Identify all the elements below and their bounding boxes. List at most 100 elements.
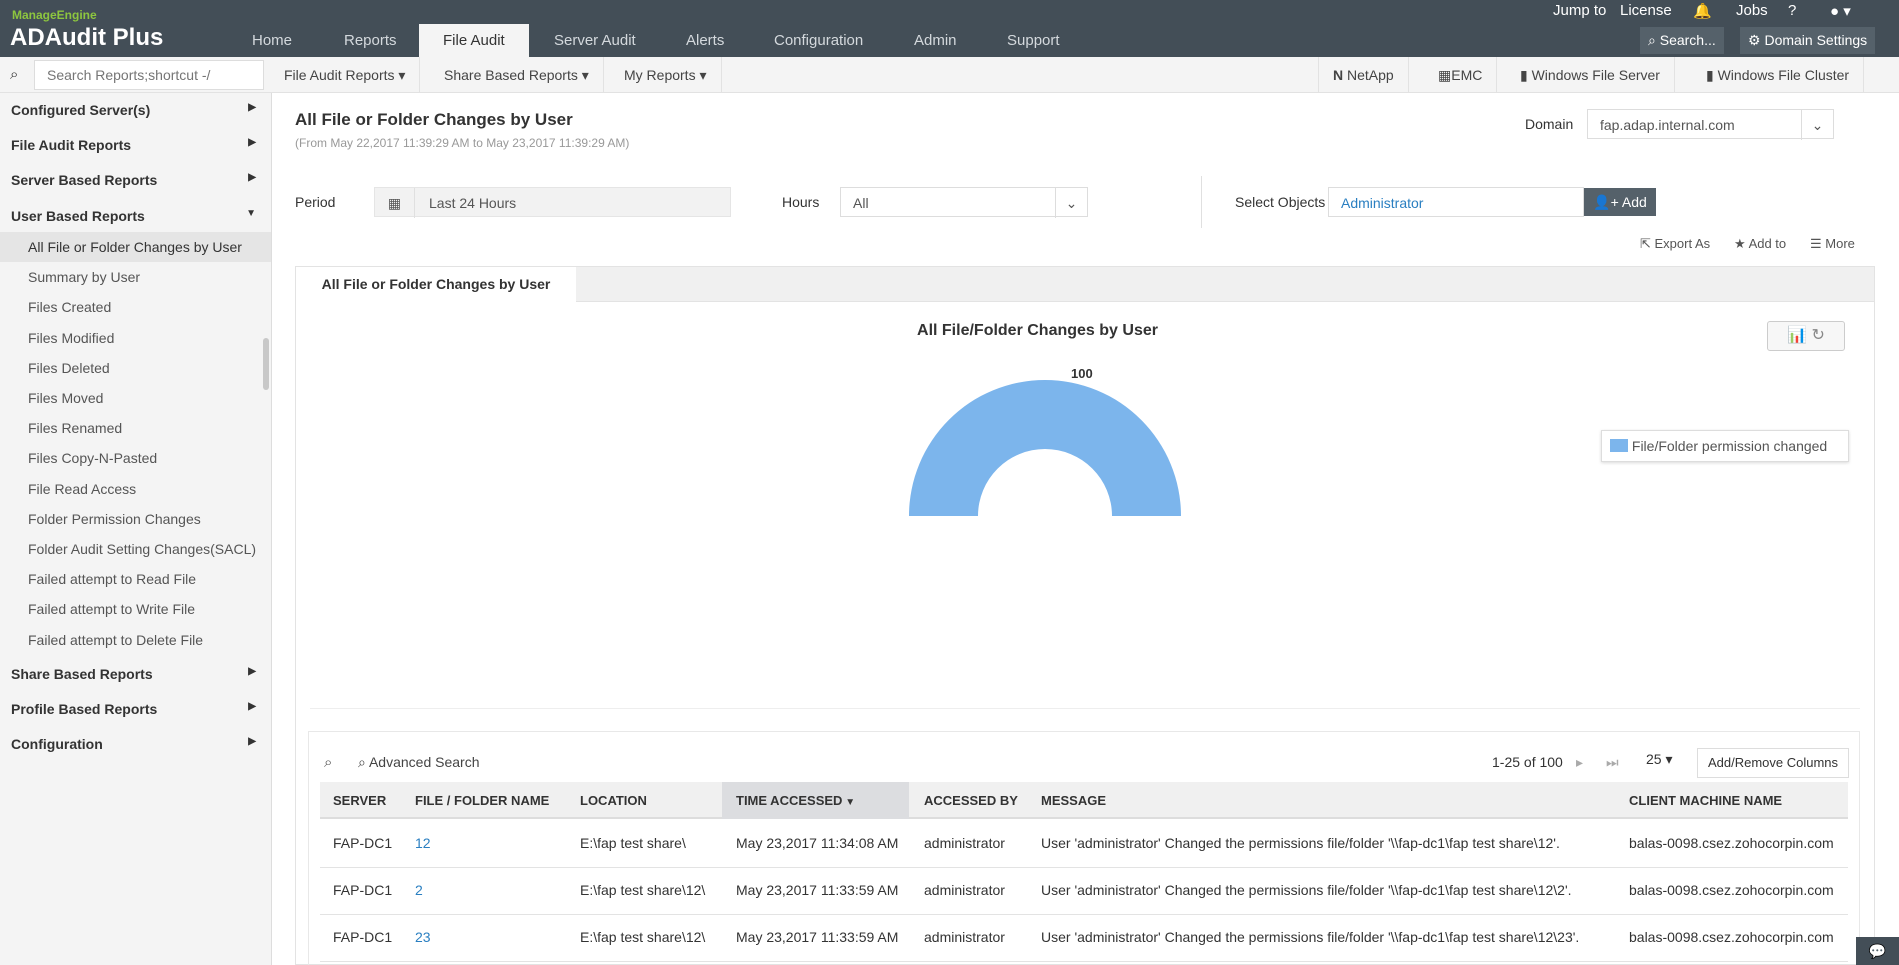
table-cell: May 23,2017 11:33:59 AM bbox=[736, 929, 899, 945]
netapp-button[interactable]: N NetApp bbox=[1318, 57, 1409, 93]
table-cell: FAP-DC1 bbox=[333, 835, 393, 851]
chat-icon[interactable]: 💬 bbox=[1856, 937, 1899, 965]
share-based-reports-menu[interactable]: Share Based Reports ▾ bbox=[430, 57, 604, 93]
column-header[interactable]: FILE / FOLDER NAME bbox=[415, 793, 550, 808]
more-icon: ☰ bbox=[1810, 236, 1826, 251]
column-header[interactable]: SERVER bbox=[333, 793, 387, 808]
tab-server-audit[interactable]: Server Audit bbox=[554, 32, 636, 49]
tab-report[interactable]: All File or Folder Changes by User bbox=[296, 267, 576, 302]
tab-file-audit[interactable]: File Audit bbox=[419, 24, 529, 57]
file-audit-reports-menu[interactable]: File Audit Reports ▾ bbox=[270, 57, 421, 93]
add-to-button[interactable]: ★ Add to bbox=[1734, 236, 1787, 251]
bell-icon[interactable]: 🔔 bbox=[1693, 3, 1712, 20]
period-label: Period bbox=[295, 194, 336, 210]
help-link[interactable]: ? bbox=[1788, 2, 1797, 19]
chart-type-icon[interactable]: 📊 bbox=[1787, 327, 1808, 344]
table-cell: balas-0098.csez.zohocorpin.com bbox=[1629, 882, 1834, 898]
selected-object-field[interactable]: Administrator bbox=[1328, 187, 1584, 217]
legend-swatch bbox=[1610, 439, 1628, 452]
add-object-button[interactable]: 👤+ Add bbox=[1584, 188, 1656, 216]
table-cell: E:\fap test share\12\ bbox=[580, 929, 706, 945]
report-search-input[interactable] bbox=[34, 60, 264, 90]
hours-select[interactable]: All ⌄ bbox=[840, 187, 1088, 218]
windows-file-cluster-button[interactable]: ▮ Windows File Cluster bbox=[1692, 57, 1865, 93]
column-header[interactable]: TIME ACCESSED ▼ bbox=[736, 793, 856, 808]
chart-title: All File/Folder Changes by User bbox=[917, 322, 1158, 339]
next-page-button[interactable]: ▸ bbox=[1576, 754, 1584, 770]
column-header[interactable]: CLIENT MACHINE NAME bbox=[1629, 793, 1783, 808]
server-icon: ▮ bbox=[1520, 67, 1532, 83]
sidebar-item[interactable]: File Read Access bbox=[28, 480, 137, 497]
global-search-button[interactable]: ⌕ Search... bbox=[1640, 27, 1724, 54]
sidebar-item[interactable]: Folder Permission Changes bbox=[28, 510, 201, 527]
user-avatar-icon[interactable]: ● ▾ bbox=[1830, 3, 1851, 20]
sidebar-item[interactable]: Files Copy-N-Pasted bbox=[28, 450, 158, 467]
sidebar-section-user-based-reports[interactable]: User Based Reports ▼ bbox=[11, 208, 256, 224]
tab-alerts[interactable]: Alerts bbox=[686, 32, 725, 49]
table-cell: E:\fap test share\ bbox=[580, 835, 686, 851]
row-divider bbox=[320, 914, 1848, 915]
sidebar-item[interactable]: Files Modified bbox=[28, 329, 115, 346]
export-icon: ⇱ bbox=[1640, 236, 1655, 251]
sidebar-collapse-handle[interactable] bbox=[263, 338, 269, 390]
sidebar-item[interactable]: Failed attempt to Write File bbox=[28, 601, 196, 618]
last-page-button[interactable]: ⏭ bbox=[1606, 754, 1619, 770]
sidebar-item[interactable]: Failed attempt to Delete File bbox=[28, 631, 204, 648]
sidebar-item[interactable]: Files Moved bbox=[28, 390, 104, 406]
period-select[interactable]: ▦ Last 24 Hours bbox=[374, 187, 731, 218]
column-header[interactable]: LOCATION bbox=[580, 793, 647, 808]
domain-settings-label: Domain Settings bbox=[1764, 32, 1868, 48]
column-header[interactable]: MESSAGE bbox=[1041, 793, 1107, 808]
domain-select[interactable]: fap.adap.internal.com ⌄ bbox=[1587, 109, 1834, 140]
add-remove-columns-button[interactable]: Add/Remove Columns bbox=[1697, 748, 1849, 778]
my-reports-menu[interactable]: My Reports ▾ bbox=[610, 57, 722, 93]
table-cell: administrator bbox=[924, 929, 1005, 945]
page-size-select[interactable]: 25 ▾ bbox=[1646, 751, 1673, 767]
license-link[interactable]: License bbox=[1620, 2, 1672, 19]
domain-settings-button[interactable]: ⚙ Domain Settings bbox=[1740, 27, 1876, 54]
sidebar-section-configured-servers[interactable]: Configured Server(s) ▶ bbox=[11, 102, 256, 118]
tab-support[interactable]: Support bbox=[1007, 32, 1060, 49]
table-cell: May 23,2017 11:34:08 AM bbox=[736, 835, 899, 851]
sidebar-item[interactable]: Files Renamed bbox=[28, 420, 123, 437]
page-title: All File or Folder Changes by User bbox=[295, 110, 573, 129]
sidebar-item[interactable]: All File or Folder Changes by User bbox=[0, 232, 271, 262]
tab-reports[interactable]: Reports bbox=[344, 32, 397, 49]
sidebar-item[interactable]: Files Created bbox=[28, 299, 112, 316]
jump-to-link[interactable]: Jump to bbox=[1553, 2, 1607, 19]
sorted-column-bg bbox=[722, 782, 909, 819]
advanced-search-button[interactable]: ⌕ Advanced Search bbox=[358, 754, 480, 770]
sidebar-section-profile-based-reports[interactable]: Profile Based Reports ▶ bbox=[11, 701, 256, 717]
sidebar-item[interactable]: Files Deleted bbox=[28, 359, 110, 376]
tab-configuration[interactable]: Configuration bbox=[774, 32, 864, 49]
toolbar bbox=[0, 57, 1899, 93]
tab-home[interactable]: Home bbox=[252, 32, 293, 49]
search-icon: ⌕ bbox=[10, 66, 19, 83]
quick-search-icon[interactable]: ⌕ bbox=[324, 754, 333, 771]
file-link[interactable]: 12 bbox=[415, 835, 431, 851]
sidebar-section-server-based-reports[interactable]: Server Based Reports ▶ bbox=[11, 172, 256, 188]
sidebar-section-file-audit-reports[interactable]: File Audit Reports ▶ bbox=[11, 137, 256, 153]
app-logo[interactable]: ADAudit Plus bbox=[10, 24, 164, 51]
sidebar-section-share-based-reports[interactable]: Share Based Reports ▶ bbox=[11, 666, 256, 682]
file-link[interactable]: 2 bbox=[415, 882, 423, 898]
sidebar-item[interactable]: Summary by User bbox=[28, 269, 141, 286]
refresh-icon[interactable]: ↻ bbox=[1811, 327, 1825, 344]
table-cell: balas-0098.csez.zohocorpin.com bbox=[1629, 835, 1834, 851]
sidebar-item[interactable]: Folder Audit Setting Changes(SACL) bbox=[28, 541, 257, 557]
export-as-button[interactable]: ⇱ Export As bbox=[1640, 236, 1711, 251]
chart-slice[interactable] bbox=[909, 380, 1181, 516]
table-cell: balas-0098.csez.zohocorpin.com bbox=[1629, 929, 1834, 945]
emc-button[interactable]: ▦EMC bbox=[1424, 57, 1498, 93]
table-cell: E:\fap test share\12\ bbox=[580, 882, 706, 898]
windows-file-server-button[interactable]: ▮ Windows File Server bbox=[1506, 57, 1675, 93]
tab-admin[interactable]: Admin bbox=[914, 32, 957, 49]
more-button[interactable]: ☰ More bbox=[1810, 236, 1855, 251]
table-cell: administrator bbox=[924, 882, 1005, 898]
sidebar-section-configuration[interactable]: Configuration ▶ bbox=[11, 736, 256, 752]
sidebar-item[interactable]: Failed attempt to Read File bbox=[28, 571, 197, 588]
chart-legend[interactable]: File/Folder permission changed bbox=[1601, 430, 1849, 462]
file-link[interactable]: 23 bbox=[415, 929, 431, 945]
jobs-link[interactable]: Jobs bbox=[1736, 2, 1768, 19]
column-header[interactable]: ACCESSED BY bbox=[924, 793, 1018, 808]
